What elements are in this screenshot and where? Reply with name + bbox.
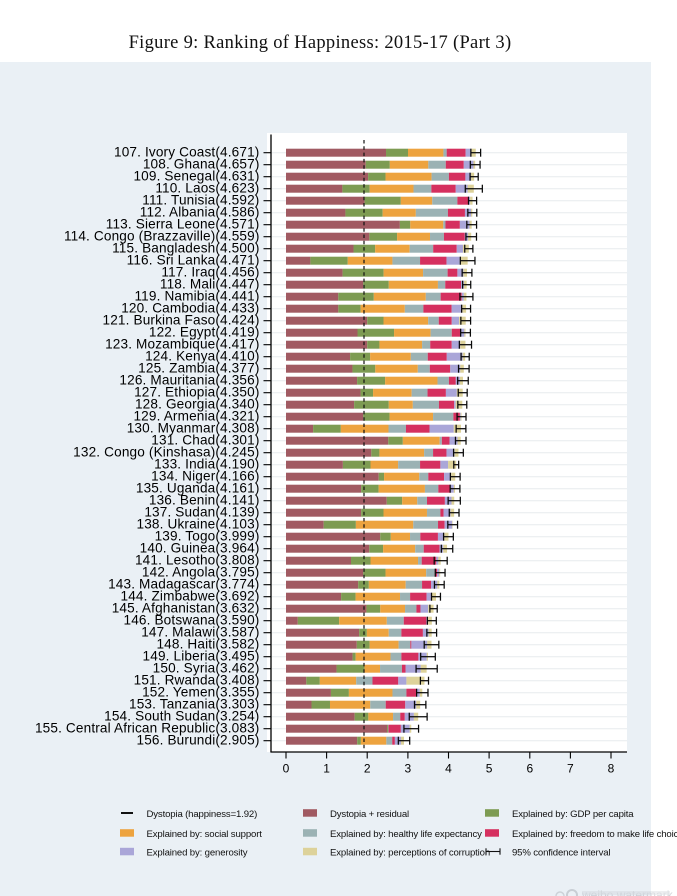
svg-text:145. Afghanistan(3.632): 145. Afghanistan(3.632) <box>112 601 260 616</box>
svg-text:148. Haiti(3.582): 148. Haiti(3.582) <box>156 637 259 652</box>
svg-text:0: 0 <box>283 762 290 776</box>
svg-text:153. Tanzania(3.303): 153. Tanzania(3.303) <box>129 697 259 712</box>
svg-text:121. Burkina Faso(4.424): 121. Burkina Faso(4.424) <box>103 313 260 328</box>
svg-text:6: 6 <box>526 762 533 776</box>
svg-text:128. Georgia(4.340): 128. Georgia(4.340) <box>135 397 260 412</box>
svg-text:154. South Sudan(3.254): 154. South Sudan(3.254) <box>104 709 259 724</box>
svg-text:112. Albania(4.586): 112. Albania(4.586) <box>140 205 260 220</box>
svg-text:149. Liberia(3.495): 149. Liberia(3.495) <box>143 649 260 664</box>
svg-text:weibo watermark: weibo watermark <box>581 888 674 896</box>
svg-text:120. Cambodia(4.433): 120. Cambodia(4.433) <box>121 301 259 316</box>
svg-text:134. Niger(4.166): 134. Niger(4.166) <box>151 469 259 484</box>
svg-text:2: 2 <box>364 762 371 776</box>
svg-text:140. Guinea(3.964): 140. Guinea(3.964) <box>140 541 260 556</box>
svg-text:3: 3 <box>405 762 412 776</box>
svg-text:144. Zimbabwe(3.692): 144. Zimbabwe(3.692) <box>120 589 259 604</box>
svg-text:118. Mali(4.447): 118. Mali(4.447) <box>160 277 260 292</box>
svg-text:117. Iraq(4.456): 117. Iraq(4.456) <box>161 265 259 280</box>
svg-text:Explained by: generosity: Explained by: generosity <box>147 847 248 858</box>
svg-text:136. Benin(4.141): 136. Benin(4.141) <box>149 493 260 508</box>
svg-text:111. Tunisia(4.592): 111. Tunisia(4.592) <box>142 193 259 208</box>
svg-text:130. Myanmar(4.308): 130. Myanmar(4.308) <box>127 421 260 436</box>
svg-text:123. Mozambique(4.417): 123. Mozambique(4.417) <box>105 337 259 352</box>
svg-text:116. Sri Lanka(4.471): 116. Sri Lanka(4.471) <box>127 253 260 268</box>
svg-text:115. Bangladesh(4.500): 115. Bangladesh(4.500) <box>112 241 259 256</box>
svg-text:138. Ukraine(4.103): 138. Ukraine(4.103) <box>137 517 260 532</box>
svg-text:155. Central African Republic(: 155. Central African Republic(3.083) <box>35 721 260 736</box>
svg-text:95% confidence interval: 95% confidence interval <box>512 847 610 858</box>
svg-text:139. Togo(3.999): 139. Togo(3.999) <box>155 529 260 544</box>
svg-text:146. Botswana(3.590): 146. Botswana(3.590) <box>123 613 259 628</box>
svg-text:5: 5 <box>486 762 493 776</box>
svg-text:Explained by: social support: Explained by: social support <box>147 829 263 840</box>
svg-text:Dystopia (happiness=1.92): Dystopia (happiness=1.92) <box>147 809 258 820</box>
svg-text:125. Zambia(4.377): 125. Zambia(4.377) <box>138 361 259 376</box>
svg-text:Explained by: GDP per capita: Explained by: GDP per capita <box>512 809 634 820</box>
svg-text:108. Ghana(4.657): 108. Ghana(4.657) <box>143 157 260 172</box>
svg-text:132. Congo (Kinshasa)(4.245): 132. Congo (Kinshasa)(4.245) <box>73 445 259 460</box>
svg-text:151. Rwanda(3.408): 151. Rwanda(3.408) <box>134 673 260 688</box>
svg-text:126. Mauritania(4.356): 126. Mauritania(4.356) <box>119 373 259 388</box>
svg-text:Explained by: freedom to make: Explained by: freedom to make life choic… <box>512 829 677 840</box>
svg-text:Explained by: perceptions of c: Explained by: perceptions of corruption <box>330 847 490 858</box>
svg-text:142. Angola(3.795): 142. Angola(3.795) <box>142 565 260 580</box>
svg-text:Figure 9: Ranking of Happiness: Figure 9: Ranking of Happiness: 2015-17 … <box>129 33 512 53</box>
svg-text:8: 8 <box>608 762 615 776</box>
svg-text:122. Egypt(4.419): 122. Egypt(4.419) <box>149 325 260 340</box>
svg-text:4: 4 <box>445 762 452 776</box>
svg-text:Dystopia + residual: Dystopia + residual <box>330 809 409 820</box>
svg-text:114. Congo (Brazzaville)(4.559: 114. Congo (Brazzaville)(4.559) <box>64 229 260 244</box>
svg-text:156. Burundi(2.905): 156. Burundi(2.905) <box>136 733 259 748</box>
svg-text:113. Sierra Leone(4.571): 113. Sierra Leone(4.571) <box>106 217 260 232</box>
svg-text:127. Ethiopia(4.350): 127. Ethiopia(4.350) <box>134 385 259 400</box>
svg-text:7: 7 <box>567 762 574 776</box>
svg-text:133. India(4.190): 133. India(4.190) <box>154 457 259 472</box>
svg-text:Explained by: healthy life exp: Explained by: healthy life expectancy <box>330 829 482 840</box>
svg-text:143. Madagascar(3.774): 143. Madagascar(3.774) <box>108 577 259 592</box>
svg-text:109. Senegal(4.631): 109. Senegal(4.631) <box>133 169 259 184</box>
svg-text:152. Yemen(3.355): 152. Yemen(3.355) <box>142 685 259 700</box>
svg-text:135. Uganda(4.161): 135. Uganda(4.161) <box>136 481 260 496</box>
svg-text:107. Ivory Coast(4.671): 107. Ivory Coast(4.671) <box>114 145 260 160</box>
svg-text:119. Namibia(4.441): 119. Namibia(4.441) <box>134 289 259 304</box>
svg-text:137. Sudan(4.139): 137. Sudan(4.139) <box>144 505 259 520</box>
svg-text:110. Laos(4.623): 110. Laos(4.623) <box>155 181 259 196</box>
svg-text:124. Kenya(4.410): 124. Kenya(4.410) <box>145 349 259 364</box>
svg-text:147. Malawi(3.587): 147. Malawi(3.587) <box>141 625 259 640</box>
svg-text:129. Armenia(4.321): 129. Armenia(4.321) <box>133 409 259 424</box>
svg-text:150. Syria(3.462): 150. Syria(3.462) <box>153 661 260 676</box>
svg-text:141. Lesotho(3.808): 141. Lesotho(3.808) <box>135 553 260 568</box>
svg-text:131. Chad(4.301): 131. Chad(4.301) <box>151 433 259 448</box>
svg-text:1: 1 <box>323 762 330 776</box>
